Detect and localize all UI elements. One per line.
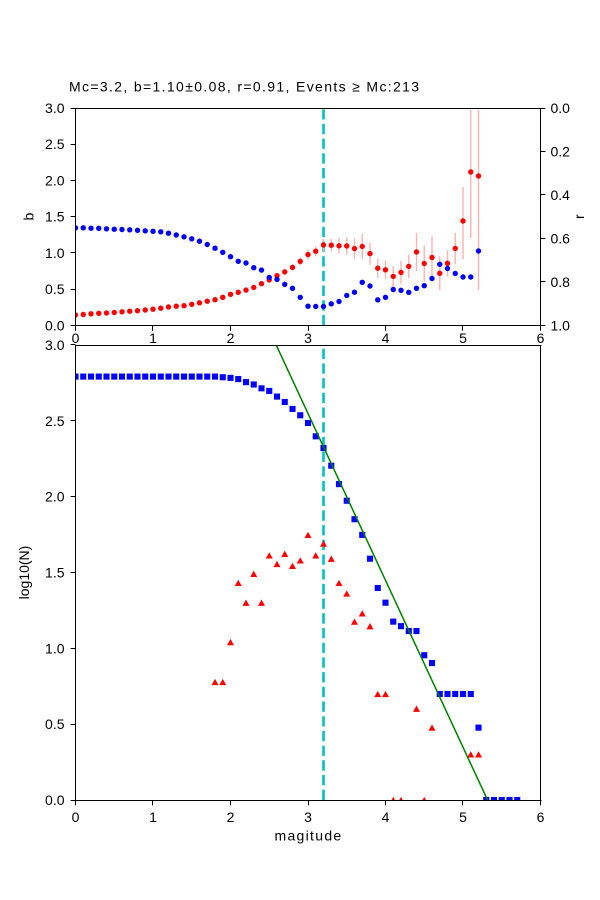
- svg-text:0.8: 0.8: [551, 274, 571, 290]
- svg-text:2.5: 2.5: [45, 413, 65, 429]
- svg-text:2.0: 2.0: [45, 172, 65, 188]
- svg-text:2: 2: [227, 809, 235, 825]
- svg-text:1.0: 1.0: [551, 317, 571, 333]
- svg-text:0.2: 0.2: [551, 144, 571, 160]
- svg-text:log10(N): log10(N): [16, 546, 32, 600]
- svg-text:5: 5: [459, 330, 467, 346]
- svg-text:2.5: 2.5: [45, 136, 65, 152]
- svg-text:1.0: 1.0: [45, 640, 65, 656]
- svg-text:1.5: 1.5: [45, 565, 65, 581]
- svg-text:3.0: 3.0: [45, 100, 65, 116]
- svg-text:3: 3: [304, 330, 312, 346]
- svg-text:magitude: magitude: [275, 828, 343, 844]
- svg-text:2.0: 2.0: [45, 489, 65, 505]
- svg-text:5: 5: [459, 809, 467, 825]
- svg-text:0.4: 0.4: [551, 187, 571, 203]
- svg-text:Mc=3.2, b=1.10±0.08, r=0.91, E: Mc=3.2, b=1.10±0.08, r=0.91, Events ≥ Mc…: [69, 79, 420, 95]
- svg-text:b: b: [21, 213, 37, 221]
- svg-text:0.6: 0.6: [551, 230, 571, 246]
- svg-text:3: 3: [304, 809, 312, 825]
- svg-text:6: 6: [537, 330, 545, 346]
- svg-text:0.5: 0.5: [45, 716, 65, 732]
- svg-text:0.0: 0.0: [45, 317, 65, 333]
- svg-text:0.5: 0.5: [45, 281, 65, 297]
- svg-text:1.5: 1.5: [45, 209, 65, 225]
- svg-text:3.0: 3.0: [45, 337, 65, 353]
- svg-text:0: 0: [72, 330, 80, 346]
- svg-text:1: 1: [149, 809, 157, 825]
- svg-text:4: 4: [382, 330, 390, 346]
- svg-text:0.0: 0.0: [45, 792, 65, 808]
- svg-text:0.0: 0.0: [551, 100, 571, 116]
- svg-text:1: 1: [149, 330, 157, 346]
- svg-text:6: 6: [537, 809, 545, 825]
- svg-text:4: 4: [382, 809, 390, 825]
- svg-text:r: r: [571, 214, 587, 219]
- svg-text:1.0: 1.0: [45, 245, 65, 261]
- svg-text:2: 2: [227, 330, 235, 346]
- svg-text:0: 0: [72, 809, 80, 825]
